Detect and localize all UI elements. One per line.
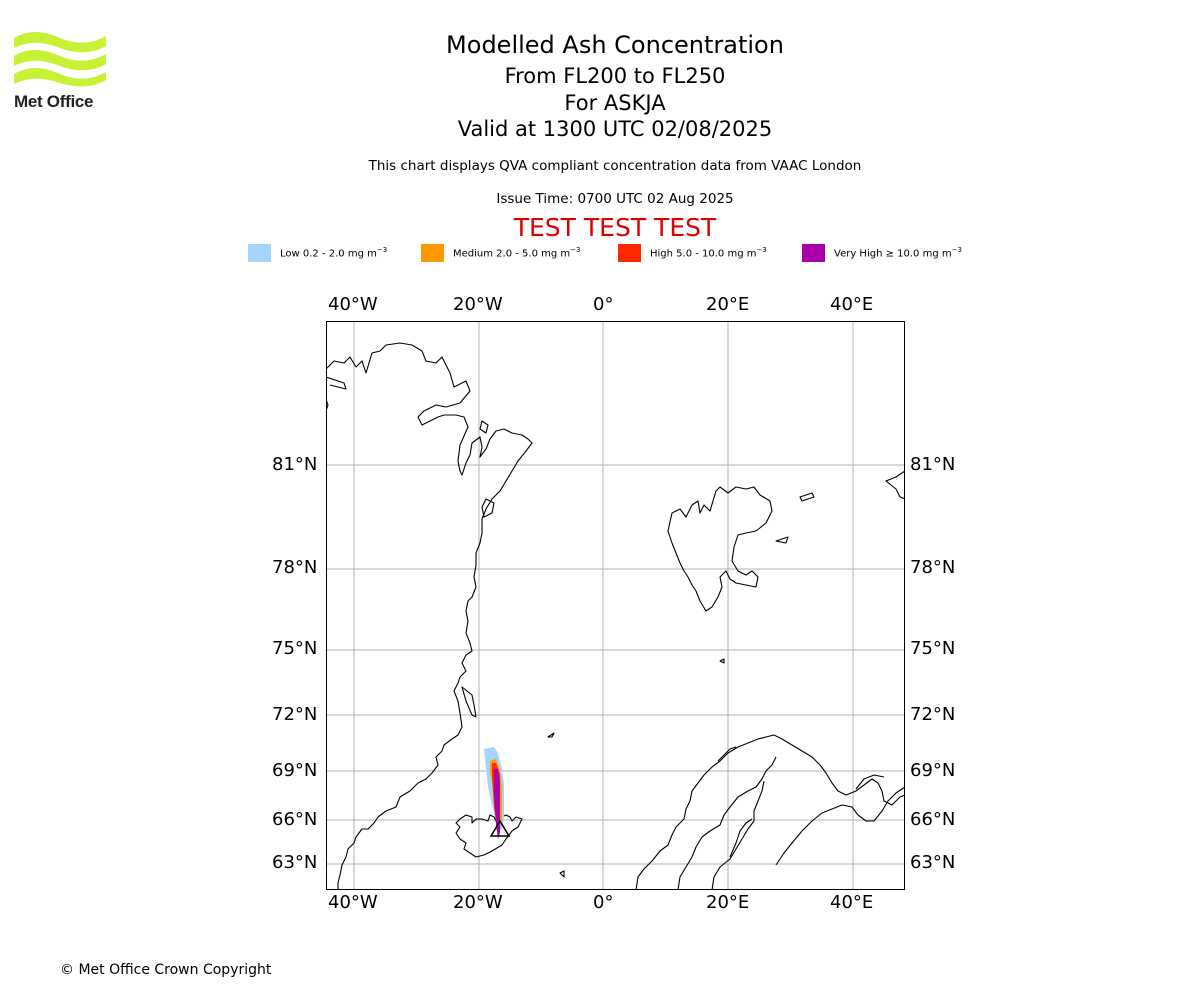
- volcano-triangle-icon: [489, 819, 511, 837]
- ash-plume-very-high: [494, 769, 500, 839]
- greenland-coastline: [326, 342, 533, 890]
- map-frame: [326, 321, 905, 890]
- lon-tick-bottom-40e: 40°E: [830, 892, 874, 913]
- map-plot: [326, 321, 905, 890]
- lat-tick-left-63n: 63°N: [272, 852, 318, 873]
- lat-tick-right-75n: 75°N: [910, 638, 956, 659]
- greenland-north-inlet: [326, 376, 347, 390]
- jan-mayen-island: [547, 732, 555, 738]
- met-office-logo: Met Office: [14, 30, 108, 111]
- ash-plume: [484, 747, 504, 839]
- test-banner: TEST TEST TEST: [513, 213, 717, 242]
- scandinavia-coastline: [635, 734, 905, 890]
- flight-level-range: From FL200 to FL250: [504, 64, 726, 88]
- kong-karls-land: [799, 492, 815, 502]
- novaya-zemlya: [885, 470, 905, 500]
- lon-tick-top-20w: 20°W: [453, 294, 503, 315]
- legend-label-high: High 5.0 - 10.0 mg m−3: [650, 246, 767, 260]
- kola-coast: [855, 774, 885, 790]
- lon-tick-bottom-20e: 20°E: [706, 892, 750, 913]
- chart-title: Modelled Ash Concentration: [446, 31, 784, 59]
- norway-fjord: [717, 746, 737, 762]
- kvitoya-island: [775, 536, 789, 544]
- small-island-south: [559, 870, 565, 878]
- legend-swatch-low: [248, 244, 271, 262]
- sweden-border: [677, 756, 777, 890]
- greenland-island-2: [479, 420, 489, 434]
- greenland-island-1: [481, 498, 495, 518]
- issue-time: Issue Time: 0700 UTC 02 Aug 2025: [496, 191, 734, 207]
- lon-tick-top-20e: 20°E: [706, 294, 750, 315]
- gulf-of-bothnia: [729, 818, 753, 858]
- lat-tick-left-69n: 69°N: [272, 760, 318, 781]
- volcano-name: For ASKJA: [564, 91, 666, 115]
- lat-tick-right-72n: 72°N: [910, 704, 956, 725]
- lat-tick-right-63n: 63°N: [910, 852, 956, 873]
- lat-tick-right-81n: 81°N: [910, 454, 956, 475]
- iceland-coastline: [455, 814, 523, 858]
- copyright: © Met Office Crown Copyright: [60, 962, 272, 978]
- legend-label-medium: Medium 2.0 - 5.0 mg m−3: [453, 246, 581, 260]
- valid-time: Valid at 1300 UTC 02/08/2025: [457, 117, 773, 141]
- lat-tick-right-69n: 69°N: [910, 760, 956, 781]
- lon-tick-top-0: 0°: [593, 294, 614, 315]
- lon-tick-bottom-20w: 20°W: [453, 892, 503, 913]
- lat-tick-left-72n: 72°N: [272, 704, 318, 725]
- chart-description: This chart displays QVA compliant concen…: [368, 158, 862, 174]
- legend-swatch-high: [618, 244, 641, 262]
- lon-tick-bottom-0: 0°: [593, 892, 614, 913]
- met-office-waves-icon: [14, 32, 106, 87]
- greenland-peninsula: [461, 686, 477, 718]
- lat-tick-right-78n: 78°N: [910, 557, 956, 578]
- legend-label-very-high: Very High ≥ 10.0 mg m−3: [834, 246, 962, 260]
- finland-border: [711, 780, 765, 890]
- graticule: [326, 321, 905, 890]
- lon-tick-top-40e: 40°E: [830, 294, 874, 315]
- bjornoya-island: [719, 658, 725, 664]
- lon-tick-top-40w: 40°W: [328, 294, 378, 315]
- russia-border: [775, 786, 905, 866]
- legend-swatch-medium: [421, 244, 444, 262]
- lat-tick-left-81n: 81°N: [272, 454, 318, 475]
- svalbard-coastline: [667, 486, 773, 612]
- lat-tick-left-78n: 78°N: [272, 557, 318, 578]
- lat-tick-right-66n: 66°N: [910, 809, 956, 830]
- lat-tick-left-66n: 66°N: [272, 809, 318, 830]
- lat-tick-left-75n: 75°N: [272, 638, 318, 659]
- legend-label-low: Low 0.2 - 2.0 mg m−3: [280, 246, 388, 260]
- lon-tick-bottom-40w: 40°W: [328, 892, 378, 913]
- met-office-wordmark: Met Office: [14, 92, 94, 111]
- legend-swatch-very-high: [802, 244, 825, 262]
